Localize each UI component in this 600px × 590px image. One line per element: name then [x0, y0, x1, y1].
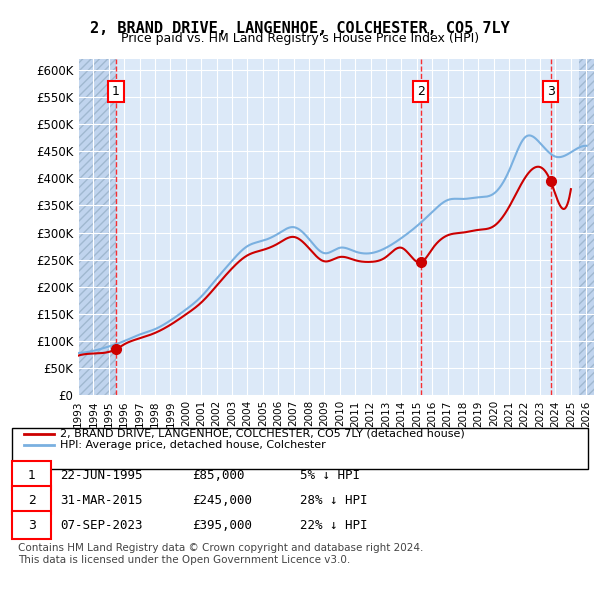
Bar: [578, 59, 594, 395]
Text: 1: 1: [112, 85, 120, 98]
Text: 3: 3: [547, 85, 554, 98]
Text: 2: 2: [28, 494, 36, 507]
Text: 07-SEP-2023: 07-SEP-2023: [60, 519, 143, 532]
Text: £245,000: £245,000: [192, 494, 252, 507]
Text: Contains HM Land Registry data © Crown copyright and database right 2024.: Contains HM Land Registry data © Crown c…: [18, 543, 424, 553]
Bar: [78, 59, 116, 395]
Text: 1: 1: [28, 469, 36, 482]
Text: 2, BRAND DRIVE, LANGENHOE, COLCHESTER, CO5 7LY: 2, BRAND DRIVE, LANGENHOE, COLCHESTER, C…: [90, 21, 510, 35]
Text: 3: 3: [28, 519, 36, 532]
Text: HPI: Average price, detached house, Colchester: HPI: Average price, detached house, Colc…: [60, 441, 326, 450]
Text: 2: 2: [417, 85, 425, 98]
Text: £395,000: £395,000: [192, 519, 252, 532]
Text: 31-MAR-2015: 31-MAR-2015: [60, 494, 143, 507]
Text: 5% ↓ HPI: 5% ↓ HPI: [300, 469, 360, 482]
Text: 2, BRAND DRIVE, LANGENHOE, COLCHESTER, CO5 7LY (detached house): 2, BRAND DRIVE, LANGENHOE, COLCHESTER, C…: [60, 429, 465, 438]
Text: £85,000: £85,000: [192, 469, 245, 482]
Text: 22-JUN-1995: 22-JUN-1995: [60, 469, 143, 482]
Text: This data is licensed under the Open Government Licence v3.0.: This data is licensed under the Open Gov…: [18, 555, 350, 565]
Text: 22% ↓ HPI: 22% ↓ HPI: [300, 519, 367, 532]
Text: 28% ↓ HPI: 28% ↓ HPI: [300, 494, 367, 507]
Text: Price paid vs. HM Land Registry's House Price Index (HPI): Price paid vs. HM Land Registry's House …: [121, 32, 479, 45]
